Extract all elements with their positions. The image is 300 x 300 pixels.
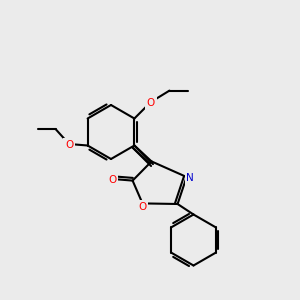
Text: O: O xyxy=(65,140,73,150)
Text: O: O xyxy=(138,202,147,212)
Text: O: O xyxy=(138,202,147,212)
Text: O: O xyxy=(147,98,155,108)
Text: O: O xyxy=(147,98,155,108)
Text: O: O xyxy=(108,175,117,185)
Text: O: O xyxy=(108,175,117,185)
Text: O: O xyxy=(65,140,73,150)
Text: N: N xyxy=(186,173,194,183)
Text: N: N xyxy=(186,173,194,183)
